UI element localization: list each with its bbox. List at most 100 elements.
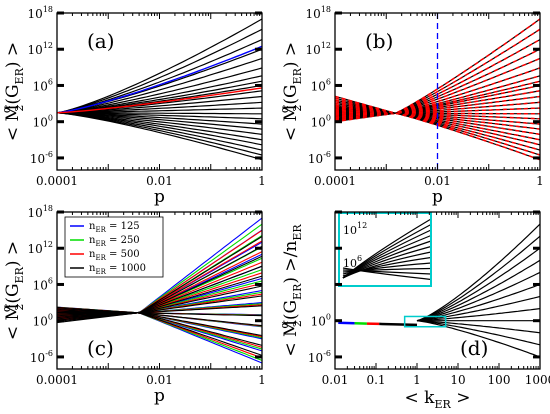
y-tick-label: 10-6: [30, 150, 53, 166]
inset-line: [342, 269, 432, 275]
x-tick-label: 0.0001: [36, 373, 78, 387]
legend-entry: nER = 500: [89, 249, 140, 262]
inset-line: [342, 256, 432, 277]
collapse-segment: [379, 322, 418, 327]
y-axis-label: < Mα2(GER) >: [0, 241, 26, 340]
inset: 1012 106: [338, 212, 432, 287]
x-tick-label: 0.01: [146, 174, 173, 188]
x-tick-label: 0.01: [322, 373, 349, 387]
x-axis-label: p: [154, 386, 165, 406]
series-line: [56, 67, 263, 114]
series-line: [56, 107, 263, 114]
y-tick-label: 100: [33, 114, 53, 130]
series-line: [56, 245, 263, 322]
series-line: [56, 306, 263, 356]
series-line: [416, 308, 541, 322]
series-line: [56, 305, 263, 315]
y-tick-label: 1018: [28, 204, 53, 220]
fit-line: [334, 107, 541, 120]
panel-label: (b): [365, 29, 393, 53]
zoom-region-box: [403, 315, 447, 328]
y-tick-label: 1012: [28, 240, 53, 256]
fit-line: [334, 105, 541, 130]
series-line: [56, 255, 263, 321]
y-tick-label: 106: [33, 276, 53, 292]
series-line: [416, 247, 541, 322]
y-axis-label: < Mα2(GER) >: [278, 42, 304, 141]
y-tick-label: 1018: [306, 5, 331, 21]
series-line: [416, 271, 541, 322]
inset-line: [342, 267, 432, 273]
legend-entry: nER = 250: [89, 235, 140, 248]
plot-frame: [334, 211, 541, 370]
y-tick-label: 10-6: [308, 349, 331, 365]
series-line: [56, 28, 263, 114]
fit-line: [334, 106, 541, 125]
series-line: [56, 309, 263, 337]
series-line: [56, 275, 263, 319]
fit-line: [334, 101, 541, 114]
panel-a: 1018 1012 106 100 10-6 0.0001 0.01 1 p (a) < Mα2(G…: [0, 5, 266, 207]
series-line: [416, 235, 541, 322]
x-axis-label: p: [154, 187, 165, 207]
series-line: [416, 259, 541, 322]
y-tick-label: 100: [33, 313, 53, 329]
series-line: [334, 102, 541, 141]
fit-line: [334, 28, 541, 122]
series-line: [56, 18, 263, 114]
x-tick-label: 0.01: [424, 174, 451, 188]
legend-entry: nER = 125: [89, 221, 140, 234]
y-tick-label: 100: [311, 114, 331, 130]
legend-box: [64, 216, 164, 278]
inset-line: [342, 262, 432, 275]
fit-line: [334, 99, 541, 151]
highlight-line: [56, 87, 263, 114]
x-tick-label: 0.0001: [36, 174, 78, 188]
inset-y-tick-label: 1012: [343, 221, 367, 237]
y-tick-label: 1012: [28, 41, 53, 57]
fit-line: [334, 107, 541, 114]
series-line: [416, 320, 541, 358]
x-tick-label: 1: [413, 373, 421, 387]
highlight-line: [56, 45, 263, 114]
x-tick-label: 10: [450, 373, 465, 387]
series-line: [56, 265, 263, 320]
panel-label: (d): [460, 336, 488, 360]
fit-line: [334, 108, 540, 115]
y-tick-label: 106: [33, 77, 53, 93]
x-tick-label: 0.01: [146, 373, 173, 387]
x-tick-label: 1000: [525, 373, 550, 387]
x-tick-label: 0.1: [366, 373, 385, 387]
series-line: [56, 295, 263, 316]
series-line: [57, 311, 263, 317]
x-axis-label: p: [432, 187, 443, 207]
inset-y-tick-label: 106: [343, 254, 362, 270]
y-tick-label: 106: [311, 77, 331, 93]
series-line: [56, 310, 263, 327]
fit-line: [334, 57, 541, 119]
x-axis-label: < kER >: [405, 388, 471, 411]
series-line: [56, 308, 263, 346]
series-line: [416, 295, 541, 322]
series-line: [416, 320, 541, 334]
y-tick-label: 10-6: [30, 349, 53, 365]
series-line: [56, 285, 263, 317]
series-line: [334, 101, 541, 146]
panel-label: (c): [87, 336, 114, 360]
series-line: [56, 112, 263, 151]
y-tick-label: 100: [311, 313, 331, 329]
y-tick-label: 10-6: [308, 150, 331, 166]
y-tick-label: 1012: [306, 41, 331, 57]
series-line: [56, 236, 263, 324]
x-tick-label: 100: [488, 373, 511, 387]
x-tick-label: 1: [258, 174, 266, 188]
inset-line: [342, 251, 432, 279]
x-tick-label: 1: [536, 174, 544, 188]
series-line: [56, 112, 263, 161]
panel-c: 1018 1012 106 100 10-6 0.0001 0.01 1 p (c) < Mα2(G…: [0, 204, 266, 406]
panel-label: (a): [87, 29, 115, 53]
series-line: [56, 95, 263, 114]
series-line: [56, 57, 263, 114]
